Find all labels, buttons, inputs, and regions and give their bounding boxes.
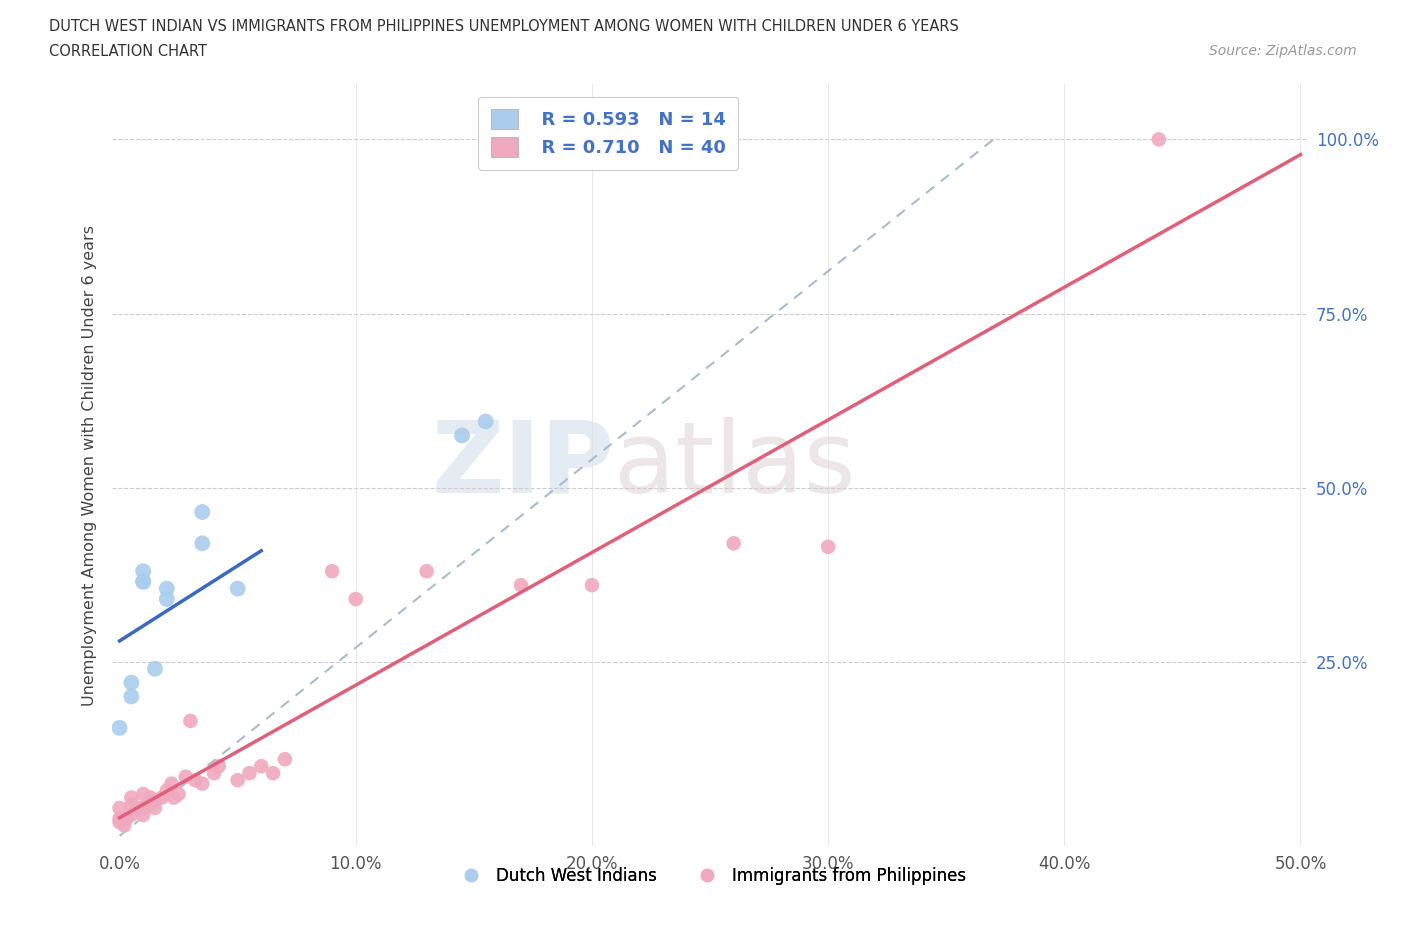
Point	[108, 815, 131, 830]
Point	[156, 581, 179, 596]
Point	[120, 790, 142, 805]
Point	[250, 759, 273, 774]
Y-axis label: Unemployment Among Women with Children Under 6 years: Unemployment Among Women with Children U…	[82, 224, 97, 706]
Point	[156, 783, 179, 798]
Point	[226, 581, 249, 596]
Point	[132, 807, 155, 822]
Point	[274, 751, 297, 766]
Point	[451, 428, 474, 443]
Point	[262, 765, 284, 780]
Point	[174, 769, 197, 784]
Text: ZIP: ZIP	[432, 417, 614, 513]
Point	[474, 414, 496, 429]
Point	[108, 811, 131, 826]
Point	[156, 591, 179, 606]
Point	[139, 790, 162, 805]
Point	[108, 721, 131, 736]
Point	[120, 807, 142, 822]
Point	[143, 801, 166, 816]
Point	[723, 536, 745, 551]
Point	[143, 793, 166, 808]
Point	[132, 787, 155, 802]
Point	[120, 675, 142, 690]
Point	[202, 765, 225, 780]
Point	[817, 539, 839, 554]
Point	[1147, 132, 1170, 147]
Point	[321, 564, 343, 578]
Point	[184, 773, 207, 788]
Text: atlas: atlas	[614, 417, 856, 513]
Point	[191, 536, 214, 551]
Point	[208, 759, 231, 774]
Point	[150, 790, 173, 805]
Point	[127, 801, 149, 816]
Point	[143, 661, 166, 676]
Point	[191, 777, 214, 791]
Point	[132, 574, 155, 589]
Point	[581, 578, 603, 592]
Point	[120, 797, 142, 812]
Point	[160, 777, 183, 791]
Text: CORRELATION CHART: CORRELATION CHART	[49, 44, 207, 59]
Point	[132, 574, 155, 589]
Point	[163, 790, 186, 805]
Text: Source: ZipAtlas.com: Source: ZipAtlas.com	[1209, 44, 1357, 58]
Point	[415, 564, 437, 578]
Point	[132, 564, 155, 578]
Text: DUTCH WEST INDIAN VS IMMIGRANTS FROM PHILIPPINES UNEMPLOYMENT AMONG WOMEN WITH C: DUTCH WEST INDIAN VS IMMIGRANTS FROM PHI…	[49, 19, 959, 33]
Legend: Dutch West Indians, Immigrants from Philippines: Dutch West Indians, Immigrants from Phil…	[447, 860, 973, 891]
Point	[136, 797, 159, 812]
Point	[167, 787, 190, 802]
Point	[344, 591, 367, 606]
Point	[191, 505, 214, 520]
Point	[115, 811, 138, 826]
Point	[132, 801, 155, 816]
Point	[238, 765, 260, 780]
Point	[510, 578, 533, 592]
Point	[112, 818, 135, 833]
Point	[108, 801, 131, 816]
Point	[179, 713, 201, 728]
Point	[120, 689, 142, 704]
Point	[226, 773, 249, 788]
